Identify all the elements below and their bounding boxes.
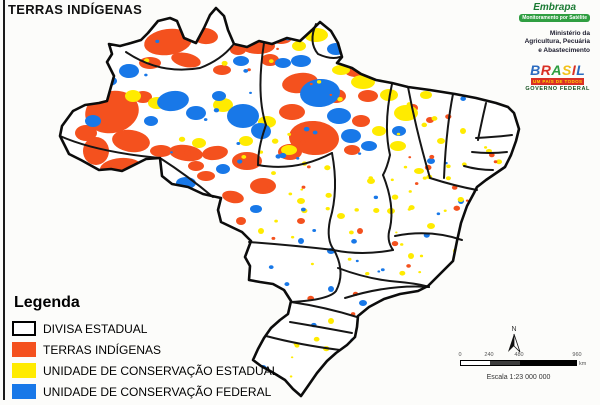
- page-title: TERRAS INDÍGENAS: [8, 2, 143, 17]
- scale-unit: km: [579, 361, 587, 367]
- scale-tick: 0: [458, 352, 462, 358]
- ministry-logo: Ministério da Agricultura, Pecuária e Ab…: [525, 30, 590, 55]
- north-label: N: [511, 326, 517, 333]
- north-arrow-icon: N: [503, 326, 525, 360]
- scale-tick: 960: [572, 352, 582, 358]
- scale-bar: 0 240 480 960 km Escala 1:23 000 000: [458, 352, 586, 386]
- state-boundaries: [59, 23, 513, 351]
- legend-title: Legenda: [14, 294, 80, 311]
- scale-bar-graphic: [460, 360, 577, 366]
- scale-caption: Escala 1:23 000 000: [486, 374, 551, 381]
- governo-federal-label: GOVERNO FEDERAL: [525, 86, 590, 93]
- brasil-wordmark: BRASIL: [530, 62, 586, 79]
- legend-swatch-state-conservation: [12, 363, 36, 378]
- legend-item-divisa-estadual: DIVISA ESTADUAL: [12, 321, 278, 336]
- legend-swatch-federal-conservation: [12, 384, 36, 399]
- brasil-governo-federal-logo: BRASIL UM PAÍS DE TODOS GOVERNO FEDERAL: [525, 63, 590, 92]
- legend: Legenda DIVISA ESTADUAL TERRAS INDÍGENAS…: [12, 294, 278, 405]
- brasil-tagline: UM PAÍS DE TODOS: [530, 78, 585, 86]
- embrapa-tagline: Monitoramento por Satélite: [519, 14, 590, 22]
- legend-swatch-indigenous-lands: [12, 342, 36, 357]
- ministry-line: Agricultura, Pecuária: [524, 38, 590, 46]
- map-frame-edge: [3, 0, 5, 400]
- embrapa-wordmark: Embrapa: [533, 2, 577, 13]
- country-border: [58, 6, 521, 398]
- embrapa-logo: Embrapa Monitoramento por Satélite: [519, 3, 590, 22]
- scale-tick: 480: [514, 352, 524, 358]
- ministry-line: Ministério da: [549, 30, 590, 37]
- ministry-line: e Abastecimento: [538, 46, 590, 54]
- header-logos: Embrapa Monitoramento por Satélite Minis…: [510, 3, 590, 92]
- legend-swatch-state-boundary: [12, 321, 36, 336]
- legend-item-uc-federal: UNIDADE DE CONSERVAÇÃO FEDERAL: [12, 384, 278, 399]
- legend-item-uc-estadual: UNIDADE DE CONSERVAÇÃO ESTADUAL: [12, 363, 278, 378]
- legend-item-terras-indigenas: TERRAS INDÍGENAS: [12, 342, 278, 357]
- scale-tick: 240: [484, 352, 494, 358]
